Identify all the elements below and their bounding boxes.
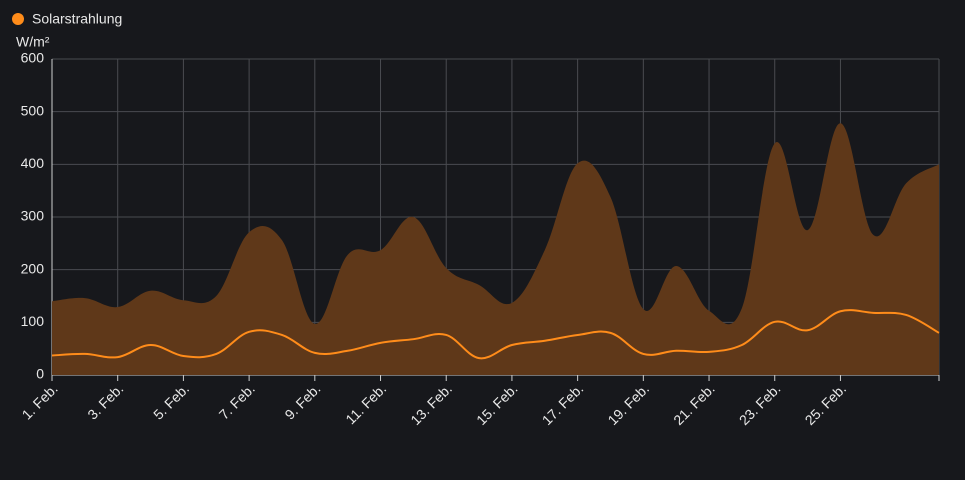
line (51, 309, 940, 360)
y-tick-label: 300 (21, 208, 45, 224)
y-tick-label: 400 (21, 155, 45, 171)
y-tick-label: 200 (21, 260, 45, 276)
y-axis-label: W/m² (16, 34, 50, 50)
y-tick-label: 500 (21, 102, 45, 118)
legend-marker (12, 13, 24, 25)
y-tick-label: 100 (21, 313, 45, 329)
y-tick-label: 600 (21, 50, 45, 66)
area (52, 123, 939, 375)
legend-label: Solarstrahlung (32, 11, 122, 27)
y-tick-label: 0 (36, 366, 44, 382)
